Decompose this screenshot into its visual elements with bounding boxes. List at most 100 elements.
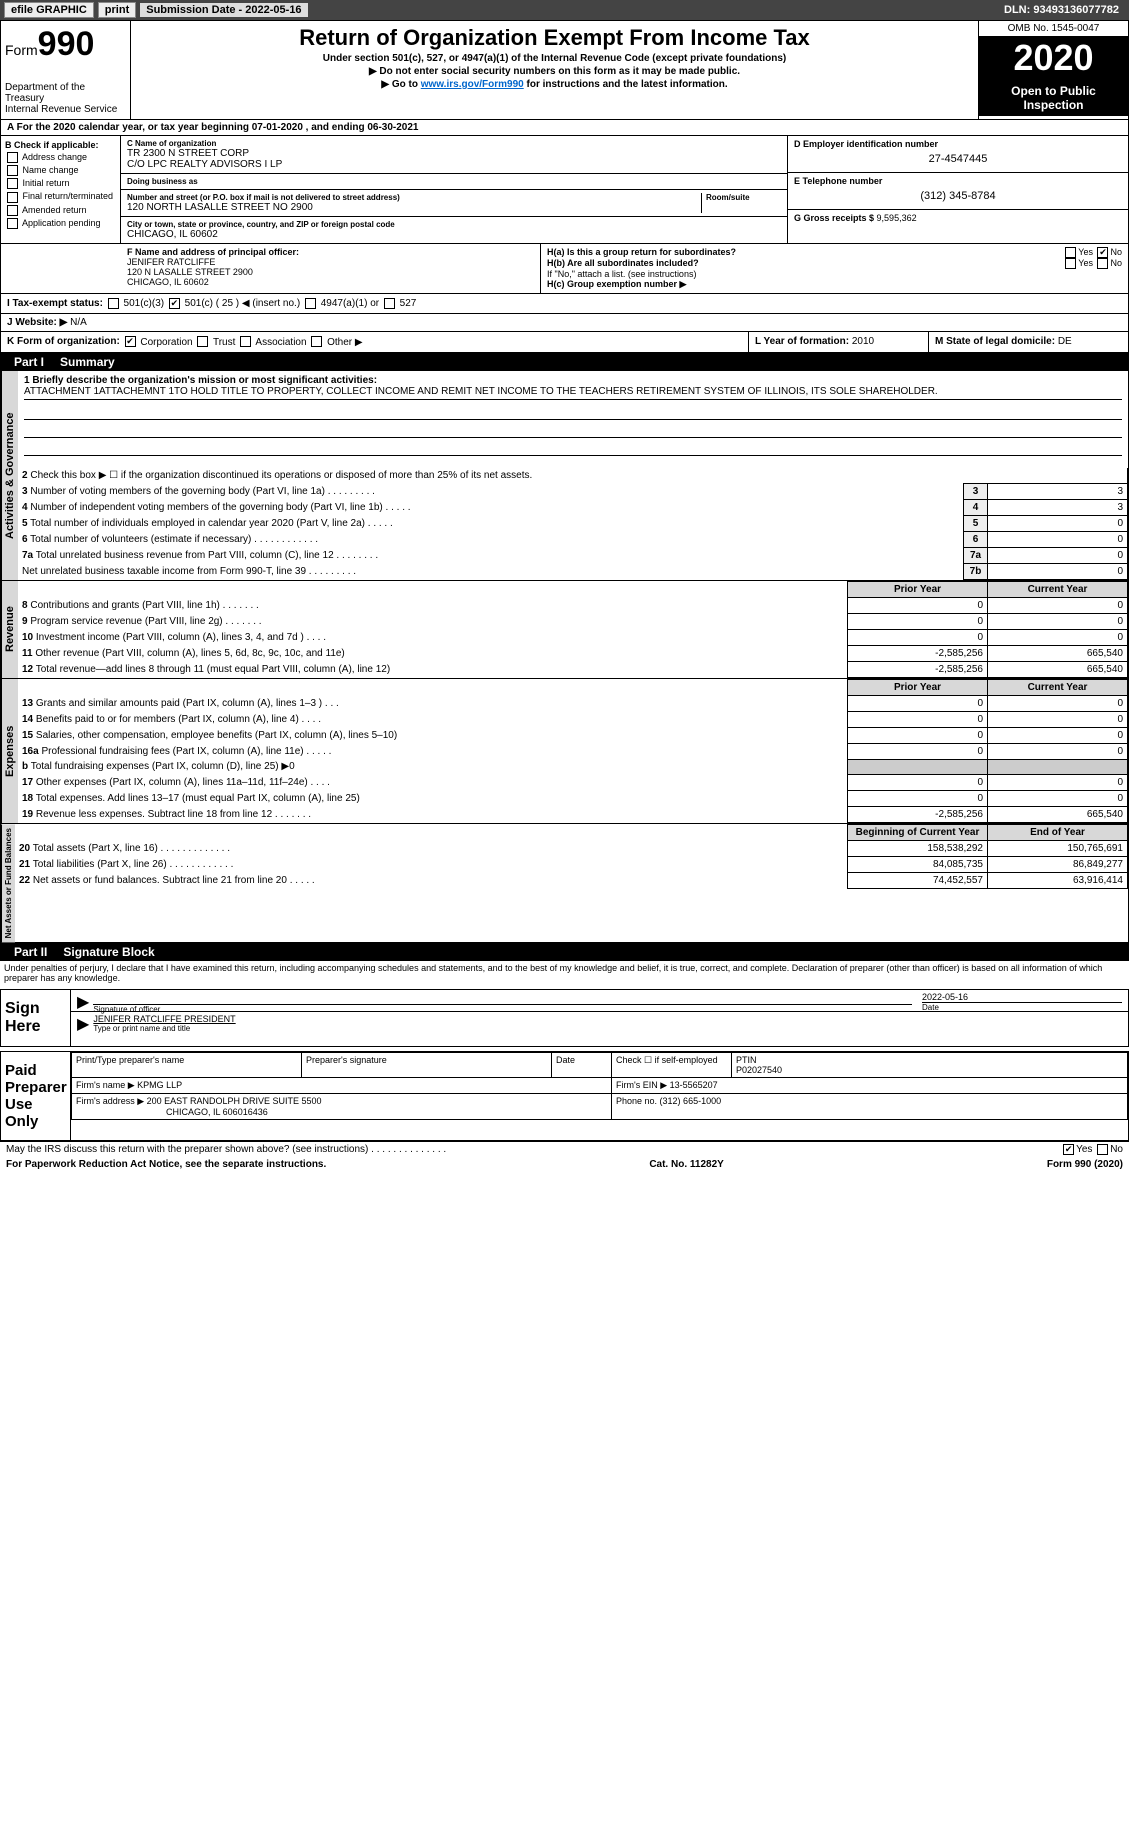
city-value: CHICAGO, IL 60602	[127, 229, 781, 240]
form-org-checkbox[interactable]	[125, 336, 136, 347]
501c-checkbox[interactable]	[169, 298, 180, 309]
officer-name-title: JENIFER RATCLIFFE PRESIDENT	[93, 1014, 1122, 1024]
table-row: 19 Revenue less expenses. Subtract line …	[18, 806, 1128, 822]
year-formation-label: L Year of formation:	[755, 336, 852, 347]
sig-date-label: Date	[922, 1002, 1122, 1012]
netassets-table: Beginning of Current YearEnd of Year20 T…	[15, 824, 1128, 889]
print-button[interactable]: print	[98, 2, 136, 18]
527-checkbox[interactable]	[384, 298, 395, 309]
form-note-2: ▶ Go to www.irs.gov/Form990 for instruct…	[135, 79, 974, 90]
efile-button[interactable]: efile GRAPHIC	[4, 2, 94, 18]
header-right: OMB No. 1545-0047 2020 Open to Public In…	[978, 21, 1128, 119]
501c-pre: 501(c) (	[185, 298, 222, 309]
501c-post: ) ◀ (insert no.)	[233, 298, 300, 309]
section-f: F Name and address of principal officer:…	[121, 244, 541, 293]
officer-label: F Name and address of principal officer:	[127, 247, 534, 257]
form-title: Return of Organization Exempt From Incom…	[135, 25, 974, 51]
address-label: Number and street (or P.O. box if mail i…	[127, 193, 701, 202]
summary-section: Activities & Governance 1 Briefly descri…	[0, 371, 1129, 943]
officer-addr1: 120 N LASALLE STREET 2900	[127, 267, 534, 277]
may-irs-yes-checkbox[interactable]	[1063, 1144, 1074, 1155]
firm-addr1: 200 EAST RANDOLPH DRIVE SUITE 5500	[147, 1096, 322, 1106]
hb-note: If "No," attach a list. (see instruction…	[547, 269, 1122, 279]
form990-link[interactable]: www.irs.gov/Form990	[421, 79, 524, 90]
section-b-option[interactable]: Final return/terminated	[5, 191, 116, 202]
form-org-checkbox[interactable]	[240, 336, 251, 347]
may-irs-text: May the IRS discuss this return with the…	[6, 1144, 446, 1155]
section-b-option[interactable]: Address change	[5, 152, 116, 163]
netassets-label: Net Assets or Fund Balances	[1, 824, 15, 942]
submission-date-box: Submission Date - 2022-05-16	[140, 3, 307, 17]
tax-exempt-label: I Tax-exempt status:	[7, 298, 103, 309]
top-bar: efile GRAPHIC print Submission Date - 20…	[0, 0, 1129, 20]
501c3-checkbox[interactable]	[108, 298, 119, 309]
ha-yes-checkbox[interactable]	[1065, 247, 1076, 258]
gross-receipts-value: 9,595,362	[877, 213, 917, 223]
table-row: 11 Other revenue (Part VIII, column (A),…	[18, 645, 1128, 661]
form-org-checkbox[interactable]	[197, 336, 208, 347]
ha-label: H(a) Is this a group return for subordin…	[547, 247, 736, 258]
501c3-label: 501(c)(3)	[124, 298, 165, 309]
part-ii-label: Part II	[8, 945, 53, 959]
ein-value: 27-4547445	[794, 149, 1122, 169]
paid-preparer-block: Paid Preparer Use Only Print/Type prepar…	[0, 1051, 1129, 1141]
table-row: 13 Grants and similar amounts paid (Part…	[18, 695, 1128, 711]
note2-post: for instructions and the latest informat…	[527, 79, 728, 90]
section-b-option[interactable]: Application pending	[5, 218, 116, 229]
revenue-table: Prior YearCurrent Year8 Contributions an…	[18, 581, 1128, 678]
sign-here-label: Sign Here	[1, 990, 71, 1046]
ptin-label: PTIN	[736, 1055, 1123, 1065]
firm-addr2: CHICAGO, IL 606016436	[166, 1107, 268, 1117]
firm-phone: (312) 665-1000	[660, 1096, 722, 1106]
form-org-label: K Form of organization:	[7, 337, 120, 348]
period-prefix: A For the 2020 calendar year, or tax yea…	[7, 122, 252, 133]
footer-form-number: 990	[1075, 1159, 1092, 1170]
hb-no-checkbox[interactable]	[1097, 258, 1108, 269]
dba-label: Doing business as	[127, 177, 781, 186]
ha-no-checkbox[interactable]	[1097, 247, 1108, 258]
part-i-title: Summary	[60, 355, 115, 369]
submission-label: Submission Date -	[146, 4, 245, 16]
part-i-header: Part I Summary	[0, 353, 1129, 371]
firm-ein: 13-5565207	[670, 1080, 718, 1090]
section-h: H(a) Is this a group return for subordin…	[541, 244, 1128, 293]
table-row: Net unrelated business taxable income fr…	[18, 563, 1128, 579]
form-number: 990	[38, 25, 95, 63]
hb-no-label: No	[1110, 258, 1122, 268]
table-row: 21 Total liabilities (Part X, line 26) .…	[15, 856, 1128, 872]
section-b-option[interactable]: Amended return	[5, 205, 116, 216]
table-row: 7a Total unrelated business revenue from…	[18, 547, 1128, 563]
dln-box: DLN: 93493136077782	[1004, 4, 1125, 16]
table-row: 22 Net assets or fund balances. Subtract…	[15, 872, 1128, 888]
expenses-table: Prior YearCurrent Year13 Grants and simi…	[18, 679, 1128, 823]
ha-yes-label: Yes	[1078, 247, 1093, 257]
section-b-option[interactable]: Name change	[5, 165, 116, 176]
governance-table: 2 Check this box ▶ ☐ if the organization…	[18, 468, 1128, 580]
revenue-label: Revenue	[1, 581, 18, 678]
open-to-public: Open to Public Inspection	[979, 80, 1128, 116]
4947-checkbox[interactable]	[305, 298, 316, 309]
entity-grid: B Check if applicable: Address change Na…	[0, 136, 1129, 244]
mission-label: 1 Briefly describe the organization's mi…	[24, 375, 1122, 386]
form-org-checkbox[interactable]	[311, 336, 322, 347]
mission-text: ATTACHMENT 1ATTACHEMNT 1TO HOLD TITLE TO…	[24, 386, 1122, 400]
may-irs-discuss: May the IRS discuss this return with the…	[0, 1141, 1129, 1157]
hb-label: H(b) Are all subordinates included?	[547, 258, 699, 269]
hb-yes-checkbox[interactable]	[1065, 258, 1076, 269]
room-label: Room/suite	[706, 193, 781, 202]
ha-no-label: No	[1110, 247, 1122, 257]
state-domicile-label: M State of legal domicile:	[935, 336, 1058, 347]
table-row: 14 Benefits paid to or for members (Part…	[18, 711, 1128, 727]
may-irs-no-checkbox[interactable]	[1097, 1144, 1108, 1155]
section-b-option[interactable]: Initial return	[5, 178, 116, 189]
website-label: J Website: ▶	[7, 317, 67, 328]
expenses-label: Expenses	[1, 679, 18, 823]
table-row: 2 Check this box ▶ ☐ if the organization…	[18, 468, 1128, 484]
prep-self-employed: Check ☐ if self-employed	[612, 1052, 732, 1077]
note2-pre: ▶ Go to	[381, 79, 420, 90]
table-row: b Total fundraising expenses (Part IX, c…	[18, 759, 1128, 774]
firm-phone-label: Phone no.	[616, 1096, 660, 1106]
paid-preparer-label: Paid Preparer Use Only	[1, 1052, 71, 1140]
officer-addr2: CHICAGO, IL 60602	[127, 277, 534, 287]
telephone-value: (312) 345-8784	[794, 186, 1122, 206]
